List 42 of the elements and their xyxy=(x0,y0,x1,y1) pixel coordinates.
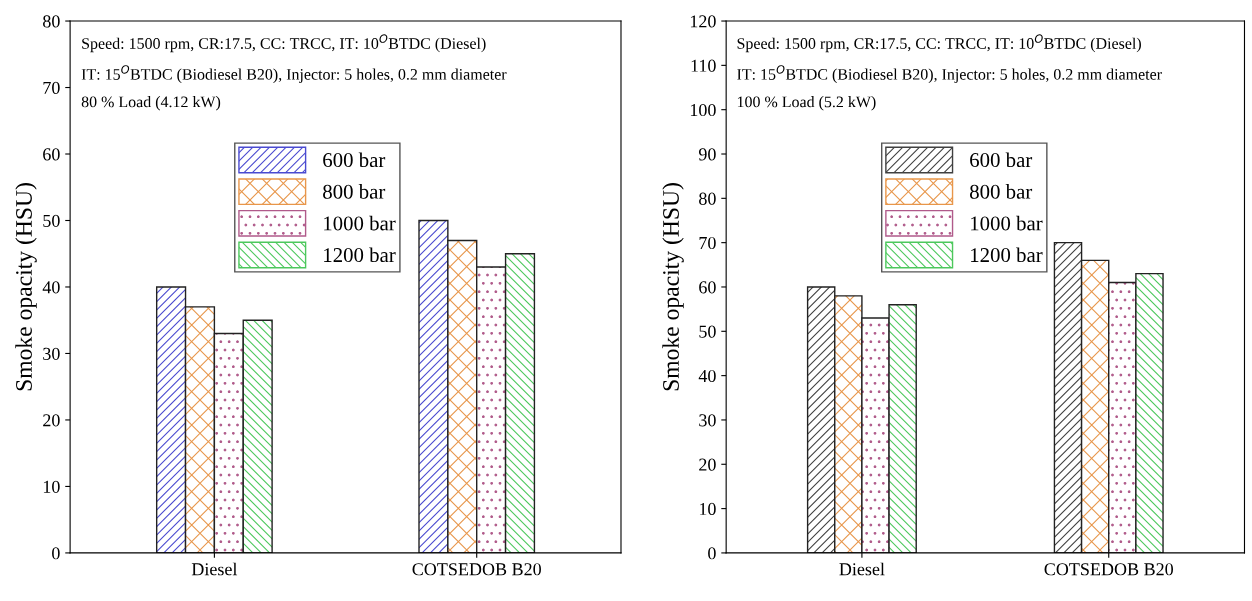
y-tick-label: 90 xyxy=(698,148,716,161)
annotation: Speed: 1500 rpm, CR:17.5, CC: TRCC, IT: 10$^{O}$BTDC (Diesel) xyxy=(737,34,1141,53)
y-tick-label: 10 xyxy=(699,502,716,516)
y-tick-label: 70 xyxy=(699,236,716,250)
x-tick-label: COTSEDOB B20 xyxy=(412,563,541,576)
y-axis-title: Smoke opacity (HSU) xyxy=(662,183,684,391)
y-tick-label: 60 xyxy=(43,148,60,161)
y-tick-label: 70 xyxy=(43,81,60,94)
y-tick-label: 50 xyxy=(699,325,716,338)
annotation: IT: 15$^{O}$BTDC (Biodiesel B20), Injector: 5 holes, 0.2 mm diameter xyxy=(737,65,1162,83)
y-tick-label: 120 xyxy=(690,15,716,28)
y-tick-label: 60 xyxy=(699,281,716,294)
legend-label: 1000 bar xyxy=(324,215,396,231)
x-tick-label: Diesel xyxy=(839,562,885,576)
annotation: 100 % Load (5.2 kW) xyxy=(737,96,876,111)
legend-label: 1200 bar xyxy=(971,247,1043,263)
y-tick-label: 0 xyxy=(52,547,60,560)
y-tick-label: 50 xyxy=(43,214,60,227)
y-tick-label: 30 xyxy=(699,414,716,427)
legend-label: 600 bar xyxy=(323,152,386,168)
y-tick-label: 100 xyxy=(690,103,716,117)
annotation: Speed: 1500 rpm, CR:17.5, CC: TRCC, IT: 10$^{O}$BTDC (Diesel) xyxy=(82,34,486,53)
legend-label: 800 bar xyxy=(323,184,386,199)
legend-label: 600 bar xyxy=(970,152,1033,168)
y-tick-label: 80 xyxy=(699,192,716,205)
y-tick-label: 40 xyxy=(698,369,716,383)
y-tick-label: 0 xyxy=(708,547,716,560)
x-tick-label: COTSEDOB B20 xyxy=(1044,563,1173,576)
y-tick-label: 30 xyxy=(43,347,60,360)
y-tick-label: 110 xyxy=(691,59,716,72)
annotation: 80 % Load (4.12 kW) xyxy=(81,96,221,111)
y-tick-label: 40 xyxy=(42,281,60,294)
legend-label: 1200 bar xyxy=(324,247,396,263)
legend-label: 1000 bar xyxy=(971,215,1043,231)
x-tick-label: Diesel xyxy=(191,562,238,576)
y-axis-title: Smoke opacity (HSU) xyxy=(15,183,37,391)
y-tick-label: 80 xyxy=(43,15,60,28)
legend-label: 800 bar xyxy=(970,184,1033,199)
y-tick-label: 20 xyxy=(43,414,60,427)
y-tick-label: 10 xyxy=(43,480,60,493)
annotation: IT: 15$^{O}$BTDC (Biodiesel B20), Injector: 5 holes, 0.2 mm diameter xyxy=(81,65,507,83)
y-tick-label: 20 xyxy=(699,458,716,471)
